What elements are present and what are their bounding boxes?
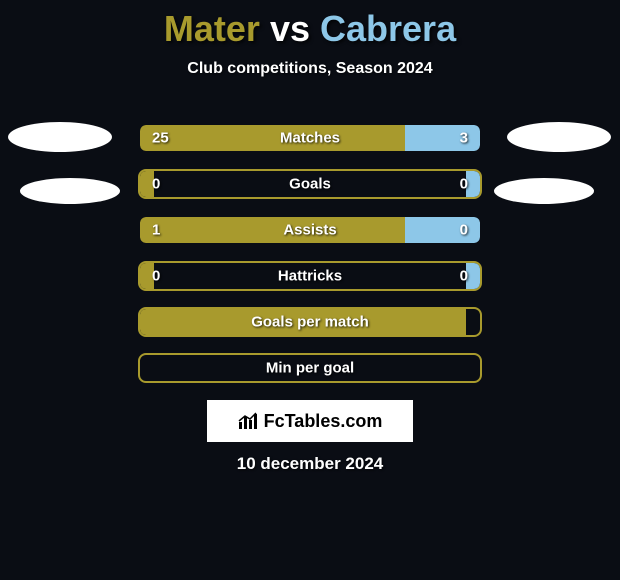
stat-value-right: 0 [460, 176, 468, 193]
stat-value-left: 25 [152, 130, 169, 147]
title-player2: Cabrera [320, 8, 456, 49]
bar-left [140, 125, 405, 151]
page-title: Mater vs Cabrera [0, 0, 620, 50]
stat-row: 0 0 Hattricks [138, 261, 482, 291]
bars-icon [238, 412, 260, 430]
stat-label: Goals per match [251, 314, 369, 331]
stat-row: 25 3 Matches [138, 123, 482, 153]
stat-row: Min per goal [138, 353, 482, 383]
player1-avatar-icon [8, 122, 112, 152]
player2-avatar-icon [507, 122, 611, 152]
stat-value-right: 0 [460, 268, 468, 285]
stat-value-left: 1 [152, 222, 160, 239]
bar-right [466, 263, 480, 289]
stat-label: Hattricks [278, 268, 342, 285]
stat-value-left: 0 [152, 268, 160, 285]
title-player1: Mater [164, 8, 260, 49]
title-vs: vs [270, 8, 310, 49]
player1-club-icon [20, 178, 120, 204]
bar-right [405, 125, 480, 151]
subtitle: Club competitions, Season 2024 [0, 60, 620, 78]
branding-badge: FcTables.com [207, 400, 413, 442]
stat-label: Assists [283, 222, 336, 239]
player2-club-icon [494, 178, 594, 204]
stat-row: Goals per match [138, 307, 482, 337]
stat-label: Matches [280, 130, 340, 147]
stat-value-right: 3 [460, 130, 468, 147]
bar-right [466, 171, 480, 197]
stat-value-right: 0 [460, 222, 468, 239]
stat-row: 1 0 Assists [138, 215, 482, 245]
stat-label: Min per goal [266, 360, 354, 377]
stat-row: 0 0 Goals [138, 169, 482, 199]
date-text: 10 december 2024 [0, 454, 620, 474]
bar-left [140, 217, 405, 243]
bar-right [405, 217, 480, 243]
stat-label: Goals [289, 176, 331, 193]
stats-panel: 25 3 Matches 0 0 Goals 1 0 Assists 0 0 Hattricks Goa… [138, 123, 482, 399]
stat-value-left: 0 [152, 176, 160, 193]
branding-text: FcTables.com [264, 411, 383, 432]
